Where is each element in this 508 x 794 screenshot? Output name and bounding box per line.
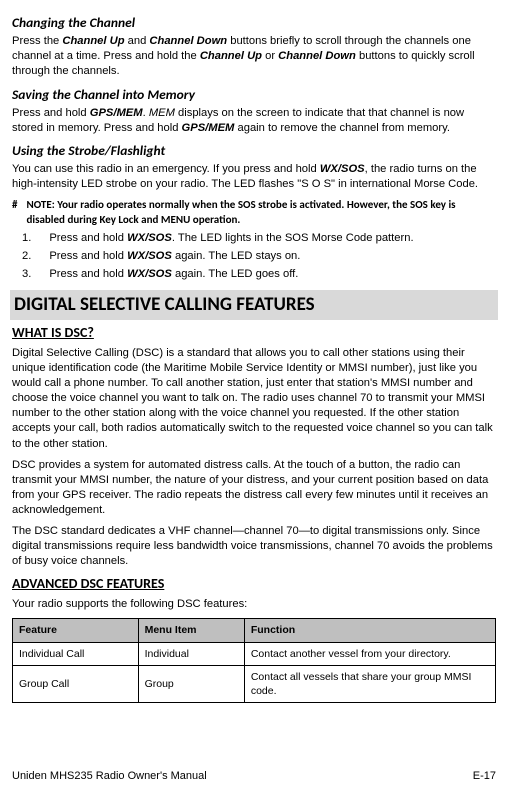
key: Channel Down (278, 50, 356, 62)
col-feature: Feature (13, 619, 139, 642)
cell-menu: Group (138, 665, 244, 702)
text: Press and hold (49, 268, 127, 280)
table-header-row: Feature Menu Item Function (13, 619, 496, 642)
key: Channel Up (62, 35, 124, 47)
list-item: 2. Press and hold WX/SOS again. The LED s… (12, 249, 496, 264)
footer-left: Uniden MHS235 Radio Owner's Manual (12, 769, 207, 784)
dsc-features-table: Feature Menu Item Function Individual Ca… (12, 618, 496, 703)
step-text: Press and hold WX/SOS again. The LED goe… (49, 267, 298, 282)
para-strobe: You can use this radio in an emergency. … (12, 162, 496, 192)
note-body: Your radio operates normally when the SO… (26, 198, 455, 225)
subheading-what-is-dsc: WHAT IS DSC? (12, 324, 496, 343)
page-footer: Uniden MHS235 Radio Owner's Manual E-17 (12, 769, 496, 784)
list-item: 3. Press and hold WX/SOS again. The LED g… (12, 267, 496, 282)
cell-function: Contact all vessels that share your grou… (244, 665, 495, 702)
key: GPS/MEM (90, 107, 143, 119)
para-adv-intro: Your radio supports the following DSC fe… (12, 597, 496, 612)
text: again to remove the channel from memory. (234, 122, 450, 134)
footer-right: E-17 (473, 769, 496, 784)
key: WX/SOS (127, 232, 172, 244)
text: Press the (12, 35, 62, 47)
table-row: Group Call Group Contact all vessels tha… (13, 665, 496, 702)
step-number: 1. (22, 231, 31, 246)
key: GPS/MEM (182, 122, 235, 134)
key: Channel Up (200, 50, 262, 62)
cell-function: Contact another vessel from your directo… (244, 642, 495, 665)
section-title-strobe: Using the Strobe/Flashlight (12, 142, 496, 160)
text: or (262, 50, 278, 62)
para-saving: Press and hold GPS/MEM. MEM displays on … (12, 106, 496, 136)
step-number: 3. (22, 267, 31, 282)
key: WX/SOS (320, 163, 365, 175)
cell-feature: Individual Call (13, 642, 139, 665)
key: WX/SOS (127, 268, 172, 280)
note-block: # NOTE: Your radio operates normally whe… (12, 198, 496, 227)
subheading-advanced: ADVANCED DSC FEATURES (12, 575, 496, 594)
section-title-changing: Changing the Channel (12, 14, 496, 32)
note-label: NOTE: (26, 198, 54, 211)
text: Press and hold (49, 250, 127, 262)
text: again. The LED goes off. (172, 268, 298, 280)
step-text: Press and hold WX/SOS. The LED lights in… (49, 231, 413, 246)
text: and (125, 35, 150, 47)
heading-dsc: DIGITAL SELECTIVE CALLING FEATURES (10, 290, 498, 320)
note-icon: # (12, 198, 17, 227)
para-dsc-1: Digital Selective Calling (DSC) is a sta… (12, 346, 496, 452)
step-number: 2. (22, 249, 31, 264)
text: Press and hold (12, 107, 90, 119)
key: Channel Down (149, 35, 227, 47)
col-menu: Menu Item (138, 619, 244, 642)
col-function: Function (244, 619, 495, 642)
step-text: Press and hold WX/SOS again. The LED sta… (49, 249, 300, 264)
list-item: 1. Press and hold WX/SOS. The LED lights … (12, 231, 496, 246)
table-row: Individual Call Individual Contact anoth… (13, 642, 496, 665)
steps-list: 1.Press and hold WX/SOS. The LED lights … (12, 231, 496, 282)
para-dsc-2: DSC provides a system for automated dist… (12, 458, 496, 518)
text: again. The LED stays on. (172, 250, 301, 262)
cell-menu: Individual (138, 642, 244, 665)
key: MEM (149, 107, 175, 119)
text: Press and hold (49, 232, 127, 244)
para-changing: Press the Channel Up and Channel Down bu… (12, 34, 496, 79)
text: You can use this radio in an emergency. … (12, 163, 320, 175)
para-dsc-3: The DSC standard dedicates a VHF channel… (12, 524, 496, 569)
text: . The LED lights in the SOS Morse Code p… (172, 232, 414, 244)
note-text: NOTE: Your radio operates normally when … (26, 198, 496, 227)
cell-feature: Group Call (13, 665, 139, 702)
section-title-saving: Saving the Channel into Memory (12, 86, 496, 104)
key: WX/SOS (127, 250, 172, 262)
